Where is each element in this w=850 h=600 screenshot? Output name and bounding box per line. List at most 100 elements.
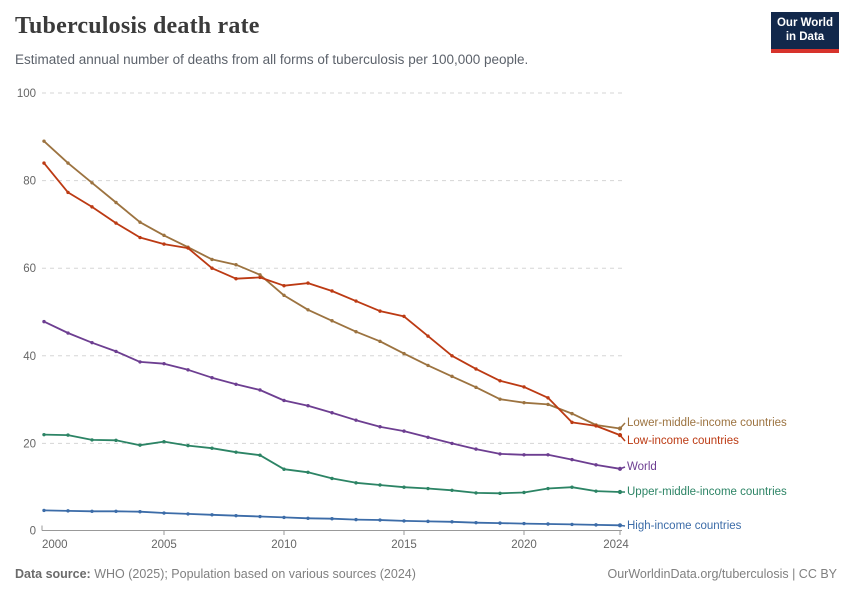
data-point[interactable] [546, 522, 550, 526]
data-point[interactable] [426, 519, 430, 524]
data-point[interactable] [258, 275, 262, 280]
data-point[interactable] [66, 433, 70, 437]
data-point[interactable] [474, 520, 478, 525]
data-point[interactable] [330, 476, 334, 481]
terminal-data-point[interactable] [617, 466, 623, 471]
data-point[interactable] [330, 517, 334, 521]
legend-label-lower-middle-income[interactable]: Lower-middle-income countries [627, 417, 787, 429]
data-point[interactable] [42, 432, 46, 437]
owid-logo[interactable]: Our World in Data [771, 12, 839, 53]
series-line-upper-middle-income-countries[interactable] [42, 432, 625, 496]
data-point[interactable] [570, 485, 574, 489]
data-point[interactable] [522, 453, 526, 457]
data-point[interactable] [498, 491, 502, 496]
data-point[interactable] [570, 522, 574, 527]
data-point[interactable] [66, 161, 70, 165]
data-point[interactable] [354, 299, 358, 303]
data-point[interactable] [258, 273, 262, 277]
legend-label-world[interactable]: World [627, 461, 657, 473]
data-point[interactable] [546, 396, 550, 400]
data-point[interactable] [210, 513, 214, 517]
data-point[interactable] [42, 319, 46, 324]
data-point[interactable] [450, 441, 454, 446]
data-point[interactable] [234, 513, 238, 518]
data-point[interactable] [66, 190, 70, 195]
data-point[interactable] [162, 233, 166, 238]
data-point[interactable] [162, 439, 166, 444]
data-point[interactable] [306, 404, 310, 408]
data-point[interactable] [450, 374, 454, 379]
data-point[interactable] [306, 308, 310, 312]
data-point[interactable] [66, 331, 70, 335]
data-point[interactable] [426, 334, 430, 338]
data-point[interactable] [570, 457, 574, 462]
data-point[interactable] [90, 340, 94, 345]
data-point[interactable] [138, 220, 142, 224]
data-point[interactable] [186, 512, 190, 516]
data-point[interactable] [378, 339, 382, 344]
data-point[interactable] [186, 443, 190, 448]
data-point[interactable] [138, 235, 142, 240]
legend-label-high-income[interactable]: High-income countries [627, 520, 742, 532]
data-point[interactable] [306, 516, 310, 520]
series-line-low-income-countries[interactable] [42, 161, 626, 442]
terminal-data-point[interactable] [617, 432, 623, 438]
data-point[interactable] [162, 511, 166, 515]
data-point[interactable] [114, 200, 118, 205]
data-point[interactable] [42, 161, 46, 165]
data-point[interactable] [426, 486, 430, 491]
data-point[interactable] [114, 221, 118, 225]
data-point[interactable] [330, 289, 334, 293]
legend-label-low-income[interactable]: Low-income countries [627, 434, 739, 447]
terminal-data-point[interactable] [617, 523, 623, 528]
footer-license-link[interactable]: OurWorldinData.org/tuberculosis | CC BY [607, 567, 838, 581]
data-point[interactable] [210, 376, 214, 380]
data-point[interactable] [186, 368, 190, 372]
data-point[interactable] [282, 398, 286, 403]
data-point[interactable] [522, 385, 526, 389]
line-path[interactable] [43, 320, 621, 470]
data-point[interactable] [210, 266, 214, 270]
data-point[interactable] [42, 139, 46, 143]
data-point[interactable] [282, 293, 286, 298]
data-point[interactable] [90, 181, 94, 185]
data-point[interactable] [90, 205, 94, 209]
data-point[interactable] [522, 490, 526, 495]
data-point[interactable] [210, 257, 214, 262]
series-line-high-income-countries[interactable] [42, 508, 626, 528]
data-point[interactable] [66, 509, 70, 513]
data-point[interactable] [210, 446, 214, 450]
data-point[interactable] [354, 481, 358, 485]
data-point[interactable] [330, 319, 334, 323]
data-point[interactable] [402, 314, 406, 319]
data-point[interactable] [546, 486, 550, 491]
data-point[interactable] [594, 424, 598, 428]
legend-label-upper-middle-income[interactable]: Upper-middle-income countries [627, 486, 787, 499]
data-point[interactable] [306, 470, 310, 475]
data-point[interactable] [498, 379, 502, 383]
data-point[interactable] [402, 519, 406, 523]
data-point[interactable] [402, 429, 406, 433]
data-point[interactable] [594, 463, 598, 467]
data-point[interactable] [570, 411, 574, 416]
data-point[interactable] [138, 443, 142, 447]
data-point[interactable] [378, 309, 382, 313]
data-point[interactable] [114, 509, 118, 513]
data-point[interactable] [258, 388, 262, 392]
data-point[interactable] [114, 349, 118, 354]
data-point[interactable] [450, 520, 454, 524]
data-point[interactable] [426, 435, 430, 439]
data-point[interactable] [234, 262, 238, 267]
line-path[interactable] [43, 140, 621, 430]
data-point[interactable] [282, 515, 286, 520]
data-point[interactable] [402, 485, 406, 489]
data-point[interactable] [594, 489, 598, 493]
data-point[interactable] [354, 330, 358, 334]
data-point[interactable] [546, 453, 550, 457]
data-point[interactable] [354, 517, 358, 522]
series-line-lower-middle-income-countries[interactable] [42, 139, 626, 431]
data-point[interactable] [114, 438, 118, 443]
data-point[interactable] [306, 281, 310, 285]
data-point[interactable] [450, 488, 454, 492]
data-point[interactable] [498, 397, 502, 401]
